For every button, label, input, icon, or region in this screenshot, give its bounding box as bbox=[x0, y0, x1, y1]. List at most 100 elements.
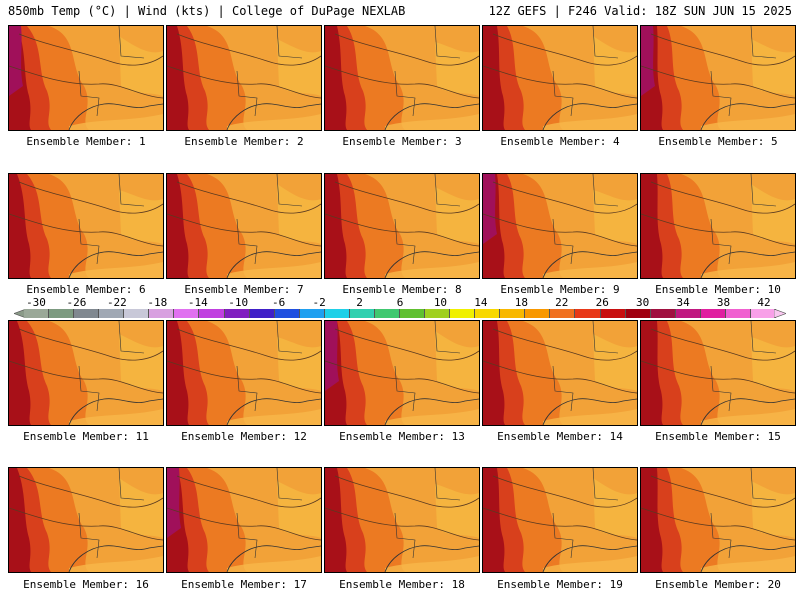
ensemble-member-label: Ensemble Member: 12 bbox=[181, 430, 307, 443]
ensemble-member-label: Ensemble Member: 2 bbox=[184, 135, 304, 148]
ensemble-panel bbox=[482, 25, 638, 131]
temperature-map bbox=[325, 26, 479, 130]
colorbar-tick-label: 22 bbox=[555, 296, 569, 309]
ensemble-panel bbox=[324, 467, 480, 573]
ensemble-panel bbox=[640, 467, 796, 573]
ensemble-member-label: Ensemble Member: 5 bbox=[658, 135, 778, 148]
colorbar-swatch bbox=[24, 309, 50, 318]
colorbar-swatch bbox=[475, 309, 501, 318]
colorbar-swatch bbox=[525, 309, 551, 318]
colorbar-swatch bbox=[675, 309, 701, 318]
colorbar-tick-label: 14 bbox=[474, 296, 488, 309]
colorbar-swatch bbox=[374, 309, 400, 318]
colorbar-tick-label: 38 bbox=[716, 296, 731, 309]
colorbar-right-arrow bbox=[774, 309, 786, 318]
colorbar-tick-label: 42 bbox=[757, 296, 771, 309]
ensemble-member-label: Ensemble Member: 7 bbox=[184, 283, 304, 296]
colorbar-swatch bbox=[99, 309, 125, 318]
ensemble-panel bbox=[324, 173, 480, 279]
model-valid-time: 12Z GEFS | F246 Valid: 18Z SUN JUN 15 20… bbox=[488, 4, 792, 18]
temperature-map bbox=[167, 174, 321, 278]
ensemble-member-label: Ensemble Member: 6 bbox=[26, 283, 146, 296]
map-title: 850mb Temp (°C) | Wind (kts) | College o… bbox=[8, 4, 406, 18]
ensemble-panel bbox=[640, 173, 796, 279]
colorbar-tick-label: 34 bbox=[676, 296, 690, 309]
temperature-map bbox=[483, 468, 637, 572]
temperature-map bbox=[483, 174, 637, 278]
colorbar-swatch bbox=[550, 309, 576, 318]
colorbar-tick-label: 18 bbox=[514, 296, 528, 309]
ensemble-member-label: Ensemble Member: 1 bbox=[26, 135, 146, 148]
ensemble-member-label: Ensemble Member: 3 bbox=[342, 135, 462, 148]
colorbar-tick-label: 30 bbox=[636, 296, 650, 309]
ensemble-panel bbox=[166, 320, 322, 426]
colorbar-swatch bbox=[650, 309, 676, 318]
colorbar-swatch bbox=[324, 309, 350, 318]
colorbar-swatch bbox=[74, 309, 100, 318]
colorbar-tick-label: -18 bbox=[147, 296, 168, 309]
ensemble-member-label: Ensemble Member: 4 bbox=[500, 135, 620, 148]
colorbar-tick-label: 10 bbox=[433, 296, 448, 309]
ensemble-member-label: Ensemble Member: 18 bbox=[339, 578, 465, 591]
temperature-map bbox=[325, 468, 479, 572]
colorbar-tick-label: 26 bbox=[595, 296, 609, 309]
colorbar-swatch bbox=[224, 309, 250, 318]
temperature-map bbox=[167, 468, 321, 572]
temperature-map bbox=[9, 26, 163, 130]
ensemble-panel bbox=[482, 173, 638, 279]
colorbar-tick-label: -6 bbox=[272, 296, 286, 309]
temperature-map bbox=[641, 321, 795, 425]
temperature-map bbox=[641, 174, 795, 278]
colorbar-tick-label: -2 bbox=[312, 296, 326, 309]
colorbar-swatch bbox=[750, 309, 776, 318]
ensemble-member-label: Ensemble Member: 17 bbox=[181, 578, 307, 591]
ensemble-member-label: Ensemble Member: 8 bbox=[342, 283, 462, 296]
ensemble-member-label: Ensemble Member: 16 bbox=[23, 578, 149, 591]
colorbar-swatch bbox=[500, 309, 526, 318]
ensemble-panel bbox=[482, 467, 638, 573]
colorbar-swatch bbox=[149, 309, 175, 318]
temperature-map bbox=[325, 321, 479, 425]
ensemble-panel bbox=[166, 25, 322, 131]
ensemble-panel bbox=[324, 25, 480, 131]
temperature-map bbox=[325, 174, 479, 278]
ensemble-panel bbox=[640, 320, 796, 426]
temperature-map bbox=[641, 468, 795, 572]
colorbar-swatch bbox=[49, 309, 75, 318]
colorbar-swatch bbox=[174, 309, 200, 318]
colorbar-tick-label: -26 bbox=[66, 296, 87, 309]
colorbar-left-arrow bbox=[14, 309, 26, 318]
ensemble-panel bbox=[640, 25, 796, 131]
colorbar-swatch bbox=[349, 309, 375, 318]
temperature-map bbox=[483, 321, 637, 425]
colorbar-swatch bbox=[299, 309, 325, 318]
ensemble-panel bbox=[8, 173, 164, 279]
ensemble-panel bbox=[8, 25, 164, 131]
colorbar-swatch bbox=[575, 309, 601, 318]
ensemble-member-label: Ensemble Member: 15 bbox=[655, 430, 781, 443]
colorbar-swatch bbox=[700, 309, 726, 318]
ensemble-panel bbox=[8, 320, 164, 426]
colorbar-tick-label: -30 bbox=[26, 296, 46, 309]
ensemble-member-label: Ensemble Member: 11 bbox=[23, 430, 149, 443]
ensemble-member-label: Ensemble Member: 13 bbox=[339, 430, 465, 443]
colorbar-swatch bbox=[425, 309, 451, 318]
ensemble-panel bbox=[166, 173, 322, 279]
ensemble-member-label: Ensemble Member: 14 bbox=[497, 430, 623, 443]
colorbar-tick-label: 6 bbox=[396, 296, 404, 309]
temperature-map bbox=[167, 321, 321, 425]
ensemble-panel bbox=[166, 467, 322, 573]
colorbar-tick-label: -10 bbox=[228, 296, 249, 309]
ensemble-member-label: Ensemble Member: 20 bbox=[655, 578, 781, 591]
temperature-map bbox=[9, 321, 163, 425]
temperature-colorbar bbox=[14, 309, 786, 318]
temperature-map bbox=[641, 26, 795, 130]
temperature-map bbox=[9, 468, 163, 572]
ensemble-member-label: Ensemble Member: 19 bbox=[497, 578, 623, 591]
temperature-map bbox=[483, 26, 637, 130]
colorbar-swatch bbox=[725, 309, 751, 318]
colorbar-swatch bbox=[199, 309, 225, 318]
colorbar-swatch bbox=[124, 309, 150, 318]
colorbar-swatch bbox=[600, 309, 626, 318]
colorbar-tick-label: -22 bbox=[106, 296, 127, 309]
